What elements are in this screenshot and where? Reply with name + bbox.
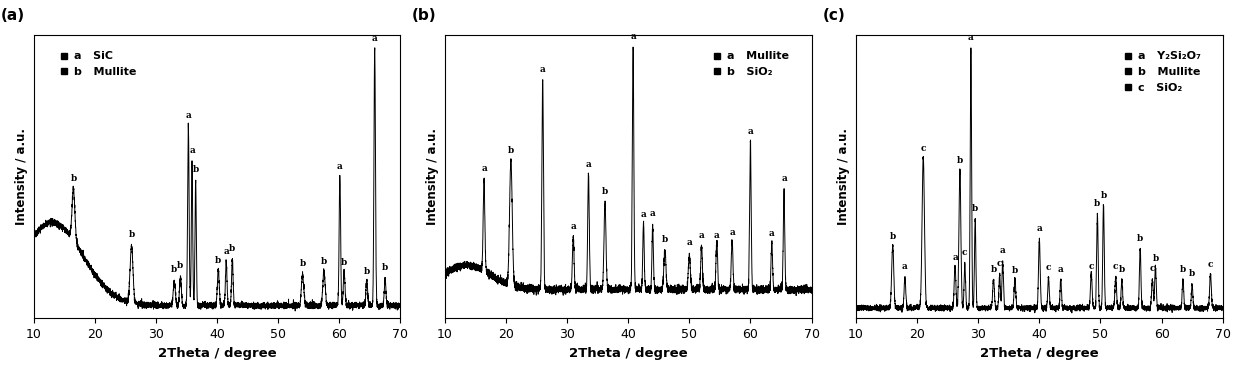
Legend: a   Mullite, b   SiO₂: a Mullite, b SiO₂ (707, 46, 795, 82)
Text: a: a (699, 231, 705, 240)
Text: c: c (997, 259, 1002, 268)
Text: c: c (1208, 260, 1213, 269)
X-axis label: 2Theta / degree: 2Theta / degree (980, 347, 1099, 360)
Text: b: b (321, 257, 327, 266)
Text: a: a (769, 229, 774, 238)
X-axis label: 2Theta / degree: 2Theta / degree (157, 347, 276, 360)
Text: a: a (372, 35, 378, 43)
Text: b: b (508, 146, 514, 155)
Text: a: a (1000, 246, 1006, 255)
Text: b: b (216, 255, 222, 265)
Text: b: b (890, 232, 896, 241)
Text: b: b (602, 187, 608, 197)
Text: b: b (973, 204, 979, 213)
Text: a: a (686, 238, 693, 247)
Text: c: c (961, 248, 968, 257)
Text: a: a (586, 160, 591, 169)
Text: c: c (1150, 264, 1155, 273)
Text: a: a (223, 247, 229, 255)
Text: a: a (649, 209, 655, 218)
Text: a: a (968, 33, 974, 42)
Text: a: a (781, 174, 787, 183)
Text: b: b (990, 265, 996, 275)
Text: a: a (481, 164, 487, 173)
Text: a: a (714, 231, 720, 240)
Text: c: c (1046, 263, 1051, 272)
X-axis label: 2Theta / degree: 2Theta / degree (569, 347, 688, 360)
Text: b: b (363, 267, 370, 276)
Text: b: b (957, 156, 963, 165)
Text: a: a (641, 210, 647, 219)
Text: b: b (1189, 269, 1196, 278)
Text: a: a (1037, 224, 1042, 233)
Text: b: b (192, 165, 198, 174)
Legend: a   SiC, b   Mullite: a SiC, b Mullite (55, 46, 142, 82)
Text: (b): (b) (411, 8, 436, 23)
Text: b: b (229, 244, 235, 254)
Text: b: b (1119, 265, 1125, 274)
Text: b: b (177, 261, 183, 270)
Text: b: b (129, 230, 135, 239)
Text: b: b (1100, 191, 1106, 200)
Text: a: a (902, 262, 908, 270)
Text: b: b (662, 235, 668, 244)
Text: c: c (921, 144, 926, 153)
Text: a: a (186, 111, 191, 120)
Text: a: a (540, 65, 545, 74)
Text: a: a (747, 127, 753, 137)
Text: a: a (730, 227, 735, 237)
Text: (c): (c) (823, 8, 846, 23)
Legend: a   Y₂Si₂O₇, b   Mullite, c   SiO₂: a Y₂Si₂O₇, b Mullite, c SiO₂ (1118, 46, 1206, 98)
Text: b: b (300, 259, 306, 268)
Text: b: b (71, 174, 77, 183)
Y-axis label: Intensity / a.u.: Intensity / a.u. (15, 128, 28, 225)
Text: a: a (631, 32, 636, 41)
Text: b: b (1094, 199, 1100, 208)
Text: a: a (337, 162, 343, 171)
Text: b: b (1137, 234, 1144, 243)
Text: a: a (1058, 265, 1063, 275)
Text: b: b (1012, 266, 1018, 276)
Text: a: a (952, 253, 958, 262)
Text: c: c (1113, 262, 1119, 270)
Text: a: a (190, 146, 195, 155)
Text: b: b (382, 262, 388, 272)
Text: c: c (1089, 262, 1094, 271)
Text: a: a (570, 222, 576, 231)
Text: b: b (171, 265, 177, 274)
Text: b: b (341, 258, 347, 267)
Y-axis label: Intensity / a.u.: Intensity / a.u. (838, 128, 850, 225)
Text: (a): (a) (1, 8, 25, 23)
Text: b: b (1180, 265, 1186, 274)
Y-axis label: Intensity / a.u.: Intensity / a.u. (426, 128, 440, 225)
Text: b: b (1152, 254, 1158, 263)
